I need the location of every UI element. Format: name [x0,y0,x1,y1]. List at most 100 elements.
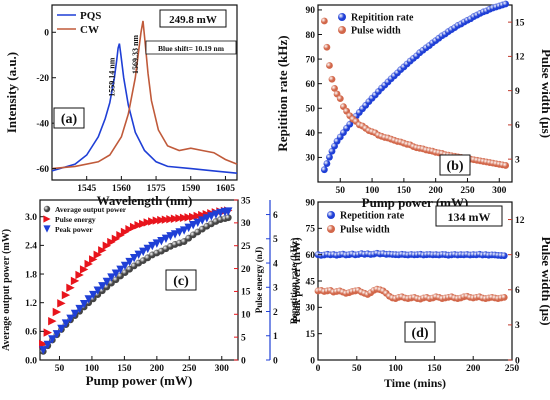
y-right-axis-label: Pulse energy (nJ) [254,247,264,314]
plot-frame [317,4,513,183]
x-tick-label: 250 [505,364,520,374]
y-tick-label: -60 [36,165,49,175]
data-point [111,234,121,244]
data-point [57,324,66,334]
y-axis-label: Repitition rate (kHz) [275,35,290,151]
data-point [179,226,189,235]
y-right-tick-label: 15 [241,288,251,298]
data-point [193,211,202,221]
y-right-tick-label: 3 [515,155,520,165]
data-point [107,273,116,282]
y-axis-label: Repetition rate (kHz) [289,238,300,325]
x-tick-label: 200 [429,186,444,196]
data-point [336,95,344,103]
x-axis-label: Pump power (mW) [86,373,193,388]
data-point [102,241,112,250]
y-tick-label: 40 [306,129,316,139]
panel-label: (c) [173,274,189,289]
panel-label-box [53,107,85,129]
data-point [166,232,175,241]
legend-marker [327,211,335,219]
y-right-tick-label: 35 [241,196,251,206]
data-point [211,210,221,219]
data-point [134,250,143,259]
legend-label: Peak power [55,225,93,234]
plot-frame [51,4,238,181]
data-point [148,241,157,251]
data-point [202,214,212,223]
y-tick-label: 0.0 [25,356,37,366]
legend-label: PQS [80,10,101,22]
y-right-tick-label: 25 [241,242,251,252]
legend-marker [327,225,335,233]
data-point [148,217,157,226]
data-point [43,328,52,337]
data-point [331,84,338,92]
data-point [139,247,148,257]
y-right-tick-label: 4 [273,259,278,269]
data-point [184,213,193,222]
legend-label: CW [80,24,99,36]
data-point [323,160,331,167]
y-axis-label: Intensity (a.u.) [4,52,19,133]
y-tick-label: 90 [306,198,316,208]
blue-shift-label: Blue shift= 10.19 nm [158,44,225,53]
data-point [57,299,66,308]
x-tick-label: 50 [352,364,362,374]
data-point [111,269,121,278]
y-right-tick-label: 9 [515,251,520,261]
peak-label: 1569.33 nm [131,35,140,74]
data-point [120,227,130,237]
data-point [52,307,62,317]
legend-label: Average output power [55,205,127,214]
data-point [75,304,84,314]
data-point [326,153,333,161]
y-tick-label: 2.4 [25,242,37,252]
data-point [152,216,162,225]
x-tick-label: 150 [117,364,132,374]
legend-marker [338,13,346,21]
data-point [157,215,166,225]
y-tick-label: 1.8 [25,270,37,280]
data-point [500,252,508,260]
data-point [143,244,152,254]
x-tick-label: 50 [55,364,65,374]
data-point [39,346,48,355]
data-point [125,225,134,234]
y-right2-axis-label: Peak power (mW) [291,237,303,323]
data-point [43,215,51,223]
x-tick-label: 150 [397,186,412,196]
panel-c: 50 100 150 200 250 3000.00.61.21.82.43.005101… [1,196,303,388]
x-tick-label: 100 [85,364,100,374]
y-tick-label: 0 [44,29,49,39]
panel-label: (a) [61,112,78,127]
data-point [129,222,139,232]
data-point [143,218,152,227]
x-axis-label: Time (mins) [384,376,446,390]
panel-label-box [404,321,436,343]
x-tick-label: 1560 [112,184,131,194]
data-point [48,316,57,326]
panel-b: 50 100 150 200 250 300 30 40 50 60 70 80 90 3 6 9 12 15 Pu… [275,0,550,210]
y-right-tick-label: 12 [515,216,525,226]
data-point [43,340,52,350]
data-point [112,276,120,284]
power-box-label: 134 mW [448,210,491,224]
x-tick-label: 1575 [147,184,166,194]
data-point [175,214,184,223]
data-point [79,265,89,274]
y-tick-label: 90 [306,6,316,16]
y-tick-label: 30 [306,304,316,314]
x-tick-label: 200 [150,364,165,374]
data-point [198,216,207,225]
x-tick-label: 1605 [216,184,235,194]
y-right-tick-label: 30 [241,219,251,229]
x-tick-label: 300 [492,186,507,196]
legend-marker [338,26,346,34]
y-tick-label: 3.0 [25,213,37,223]
data-point [502,162,510,169]
x-tick-label: 150 [427,364,442,374]
data-point [170,230,180,239]
x-tick-label: 100 [365,186,380,196]
